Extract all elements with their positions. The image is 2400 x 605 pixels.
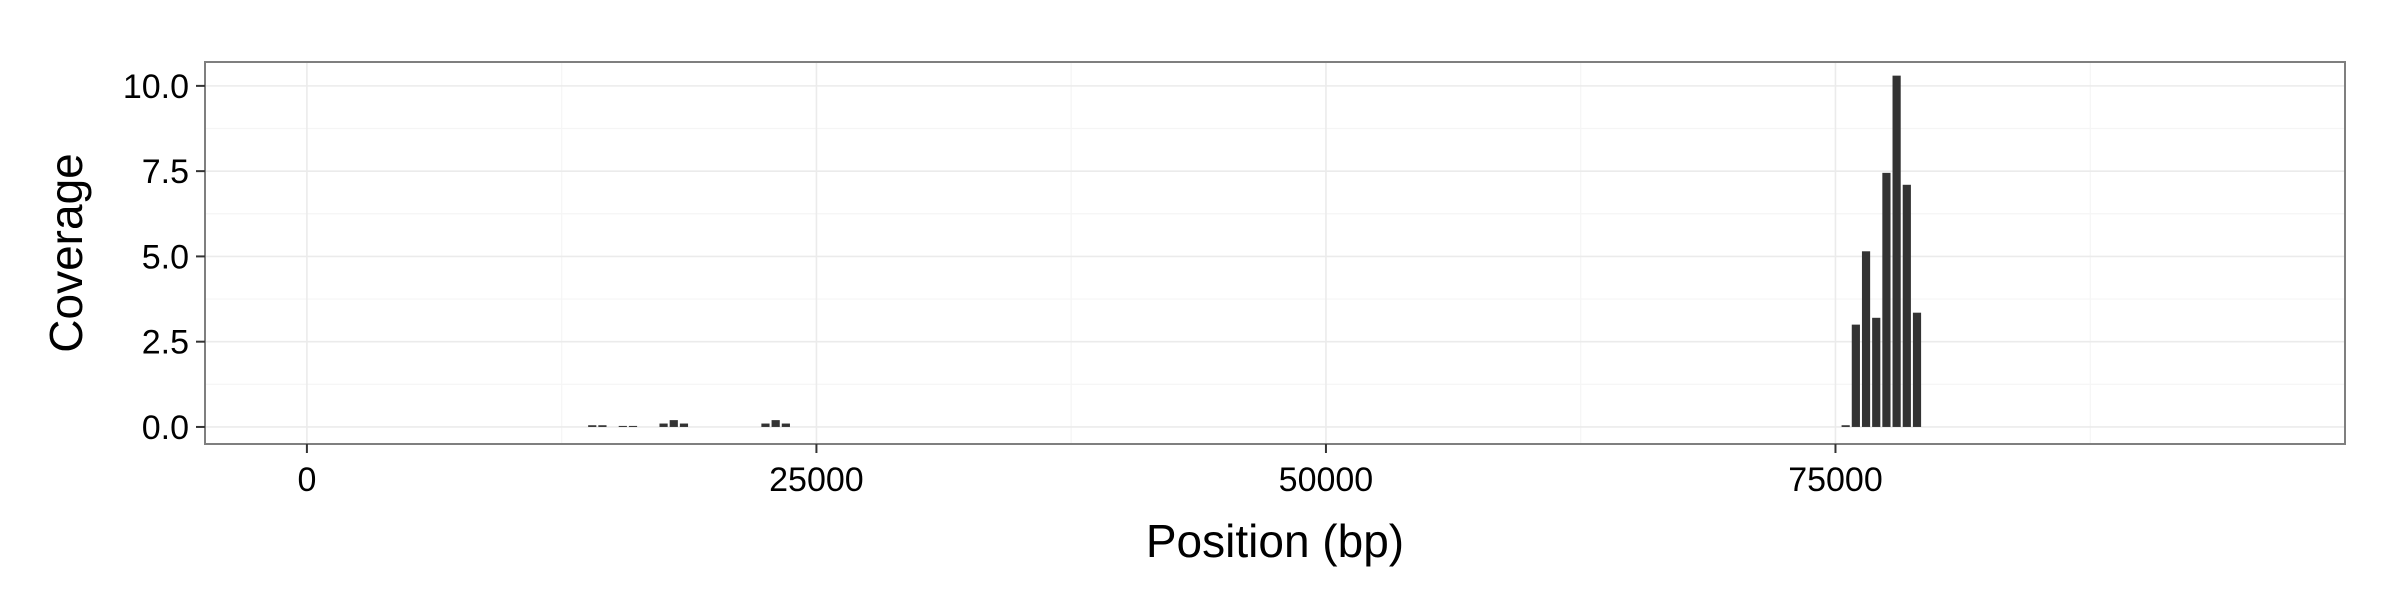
coverage-bar (598, 425, 607, 427)
coverage-bar (679, 423, 689, 427)
coverage-bar (659, 423, 668, 427)
major-gridlines (205, 62, 2345, 444)
plot-panel-border (204, 61, 2346, 445)
coverage-bar (618, 425, 627, 427)
coverage-bar (1912, 312, 1922, 427)
bars (588, 75, 1922, 427)
y-tick-label: 5.0 (142, 238, 189, 276)
x-tick-label: 25000 (769, 461, 864, 499)
y-axis-ticks: 0.0 2.5 5.0 7.5 10.0 (123, 68, 205, 447)
coverage-bar (588, 425, 597, 427)
x-tick-label: 50000 (1279, 461, 1374, 499)
x-axis-title: Position (bp) (1146, 515, 1404, 567)
x-tick-label: 0 (297, 461, 316, 499)
y-axis-title: Coverage (40, 153, 92, 352)
coverage-bar (1872, 317, 1881, 427)
y-tick-label: 10.0 (123, 68, 189, 106)
coverage-bar (628, 425, 638, 427)
y-tick-label: 7.5 (142, 153, 189, 191)
coverage-bar (1841, 425, 1850, 427)
coverage-bar (771, 420, 780, 427)
coverage-bar (1902, 184, 1911, 427)
coverage-bar (1851, 324, 1860, 427)
coverage-bar (669, 420, 678, 427)
coverage-bar (1861, 251, 1871, 427)
coverage-bar (1892, 75, 1901, 427)
coverage-bar (781, 423, 790, 427)
coverage-bar (761, 423, 770, 427)
minor-gridlines (205, 62, 2345, 444)
x-tick-label: 75000 (1788, 461, 1883, 499)
y-tick-label: 2.5 (142, 324, 189, 362)
x-axis-ticks: 0 25000 50000 75000 (297, 444, 1883, 499)
y-tick-label: 0.0 (142, 409, 189, 447)
coverage-bar (1882, 172, 1891, 427)
